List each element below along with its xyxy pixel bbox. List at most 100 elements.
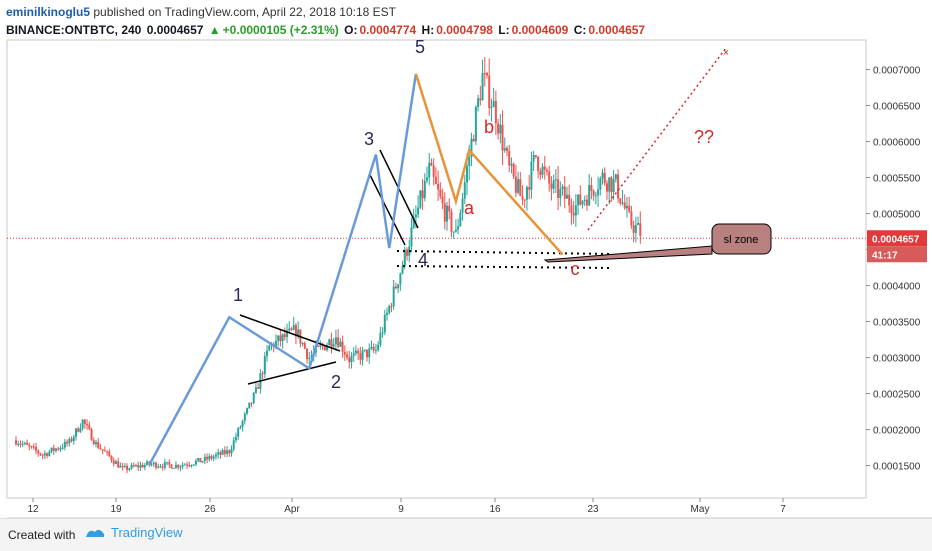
- candle-body: [208, 456, 211, 460]
- candle-body: [274, 340, 277, 348]
- candle-body: [454, 229, 457, 232]
- candle-body: [206, 456, 209, 460]
- candle-body: [217, 452, 220, 455]
- candle-body: [523, 199, 526, 201]
- candle-body: [257, 387, 260, 389]
- candle-body: [319, 345, 322, 347]
- candle-body: [346, 354, 349, 358]
- candle-body: [137, 465, 140, 468]
- x-tick-label: 9: [398, 504, 404, 515]
- candle-body: [26, 442, 29, 445]
- candle-body: [426, 177, 429, 181]
- candle-body: [121, 465, 124, 467]
- x-tick-label: 7: [780, 504, 786, 515]
- candle-body: [446, 205, 449, 222]
- candle-body: [419, 190, 422, 208]
- candle-body: [177, 464, 180, 468]
- candle-body: [603, 172, 606, 184]
- candle-body: [268, 345, 271, 351]
- candle-body: [461, 198, 464, 213]
- y-tick-label: 0.0001500: [873, 462, 921, 473]
- candle-body: [103, 450, 106, 452]
- x-tick-label: 12: [27, 504, 39, 515]
- candle-body: [374, 349, 377, 351]
- y-tick-label: 0.0006000: [873, 138, 921, 149]
- header-row-1: eminilkinoglu5 published on TradingView.…: [6, 3, 647, 21]
- candle-body: [172, 468, 175, 470]
- author-name[interactable]: eminilkinoglu5: [6, 5, 91, 19]
- low-value: 0.0004609: [511, 23, 569, 37]
- candle-body: [214, 454, 217, 457]
- candle-body: [252, 392, 255, 404]
- candle-body: [579, 194, 582, 205]
- candle-body: [219, 452, 222, 455]
- candle-body: [354, 350, 357, 354]
- candle-body: [163, 462, 166, 468]
- candle-body: [237, 428, 240, 437]
- last-price: 0.0004657: [146, 23, 204, 37]
- wave-label-5: 5: [415, 37, 425, 57]
- candle-body: [46, 453, 49, 456]
- candle-body: [483, 73, 486, 75]
- candle-body: [228, 450, 231, 454]
- candle-body: [201, 461, 204, 463]
- candle-body: [77, 428, 80, 432]
- candle-body: [317, 346, 320, 348]
- candle-body: [552, 180, 555, 189]
- candle-body: [174, 464, 177, 469]
- candle-body: [90, 429, 93, 441]
- candle-body: [614, 174, 617, 180]
- candle-body: [286, 330, 289, 338]
- candle-body: [601, 172, 604, 179]
- footer: Created with TradingView: [0, 518, 932, 551]
- candle-body: [541, 166, 544, 175]
- candle-body: [59, 447, 62, 450]
- candle-body: [332, 344, 335, 347]
- candle-body: [37, 450, 40, 454]
- candle-body: [343, 351, 346, 355]
- abc-label-c: c: [571, 259, 580, 279]
- candle-body: [357, 350, 360, 354]
- candle-body: [279, 335, 282, 342]
- candle-body: [92, 440, 95, 445]
- candle-body: [417, 207, 420, 215]
- candle-body: [572, 213, 575, 216]
- candle-body: [474, 106, 477, 142]
- candle-body: [363, 349, 366, 351]
- candle-body: [639, 223, 642, 236]
- candle-body: [581, 201, 584, 205]
- price-chart[interactable]: 0.0001500 0.0002000 0.0002500 0.0003000 0.00…: [0, 0, 932, 518]
- candle-body: [568, 194, 571, 206]
- wave-label-1: 1: [233, 285, 243, 305]
- candle-body: [119, 465, 122, 468]
- candle-body: [108, 451, 111, 457]
- publish-info: published on TradingView.com, April 22, …: [93, 5, 397, 19]
- candle-body: [277, 335, 280, 341]
- candle-body: [179, 466, 182, 468]
- candle-body: [290, 328, 293, 330]
- candle-body: [539, 170, 542, 175]
- y-tick-label: 0.0002000: [873, 426, 921, 437]
- candle-body: [563, 186, 566, 199]
- y-tick-label: 0.0005000: [873, 210, 921, 221]
- candle-body: [110, 456, 113, 461]
- candle-body: [519, 179, 522, 197]
- candle-body: [168, 462, 171, 465]
- tradingview-brand[interactable]: TradingView: [84, 525, 183, 540]
- candle-body: [143, 465, 146, 468]
- candle-body: [390, 306, 393, 308]
- candle-body: [599, 178, 602, 190]
- candle-body: [39, 453, 42, 455]
- candle-body: [592, 190, 595, 196]
- candle-body: [210, 456, 213, 459]
- candle-body: [392, 286, 395, 307]
- candle-body: [412, 217, 415, 228]
- candle-body: [512, 163, 515, 177]
- candle-body: [32, 446, 35, 448]
- candle-body: [439, 189, 442, 197]
- candle-body: [350, 355, 353, 363]
- candle-body: [550, 183, 553, 189]
- candle-body: [21, 443, 24, 445]
- candle-body: [610, 177, 613, 193]
- candle-body: [463, 182, 466, 199]
